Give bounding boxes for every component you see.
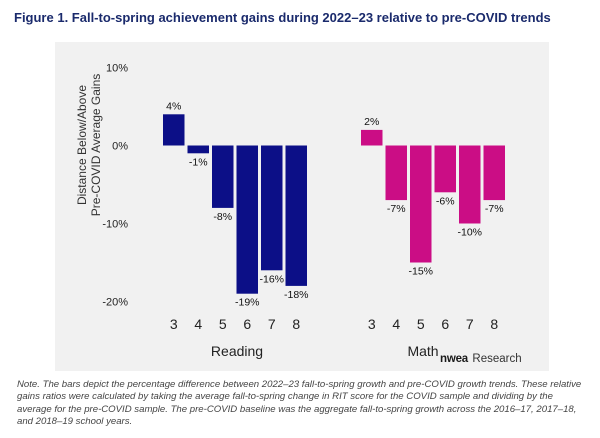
x-tick-label: 3 <box>170 316 178 332</box>
x-tick-label: 4 <box>194 316 202 332</box>
bar-reading-grade-6 <box>236 145 258 294</box>
x-tick-label: 3 <box>368 316 376 332</box>
x-tick-label: 6 <box>441 316 449 332</box>
data-label: -15% <box>408 266 433 278</box>
data-label: -18% <box>284 289 309 301</box>
figure-title: Figure 1. Fall-to-spring achievement gai… <box>14 10 551 25</box>
bar-reading-grade-8 <box>285 145 307 286</box>
group-label-math: Math <box>407 343 438 359</box>
x-tick-label: 6 <box>243 316 251 332</box>
bar-math-grade-6 <box>434 145 456 193</box>
x-tick-label: 8 <box>490 316 498 332</box>
x-tick-label: 8 <box>292 316 300 332</box>
bar-math-grade-7 <box>459 145 481 224</box>
y-axis-label-line-1: Distance Below/Above <box>75 85 89 205</box>
bars <box>163 114 505 294</box>
bar-math-grade-3 <box>361 129 383 146</box>
x-tick-label: 5 <box>417 316 425 332</box>
x-tick-label: 5 <box>219 316 227 332</box>
y-tick-label: 10% <box>106 63 128 75</box>
bar-reading-grade-5 <box>212 145 234 208</box>
y-tick-label: -10% <box>102 219 128 231</box>
x-tick-label: 7 <box>466 316 474 332</box>
data-label: -6% <box>436 195 455 207</box>
data-label: -7% <box>387 203 406 215</box>
data-label: -1% <box>189 156 208 168</box>
x-tick-label: 4 <box>392 316 400 332</box>
data-label: -16% <box>259 273 284 285</box>
bar-math-grade-4 <box>385 145 407 201</box>
bar-reading-grade-4 <box>187 145 209 154</box>
bar-reading-grade-7 <box>261 145 283 271</box>
y-tick-label: 0% <box>112 141 128 153</box>
data-label: 4% <box>166 100 181 112</box>
group-labels: Reading Math <box>211 343 439 359</box>
data-label: -7% <box>485 203 504 215</box>
data-labels: 4%-1%-8%-19%-16%-18%2%-7%-15%-6%-10%-7% <box>166 100 503 308</box>
y-axis-label-line-2: Pre-COVID Average Gains <box>89 74 103 217</box>
y-tick-label: -20% <box>102 297 128 309</box>
data-label: -19% <box>235 297 260 309</box>
group-label-reading: Reading <box>211 343 263 359</box>
bar-reading-grade-3 <box>163 114 185 146</box>
data-label: 2% <box>364 116 379 128</box>
data-label: -10% <box>457 227 482 239</box>
bar-math-grade-5 <box>410 145 432 263</box>
x-tick-label: 7 <box>268 316 276 332</box>
data-label: -8% <box>213 211 232 223</box>
logo-brand: nwea <box>440 353 468 365</box>
nwea-research-logo: nwea Research <box>440 349 522 367</box>
y-axis-ticks: 10% 0% -10% -20% <box>102 63 128 309</box>
logo-sub: Research <box>472 353 522 365</box>
bar-math-grade-8 <box>483 145 505 201</box>
figure-note: Note. The bars depict the percentage dif… <box>17 379 582 428</box>
